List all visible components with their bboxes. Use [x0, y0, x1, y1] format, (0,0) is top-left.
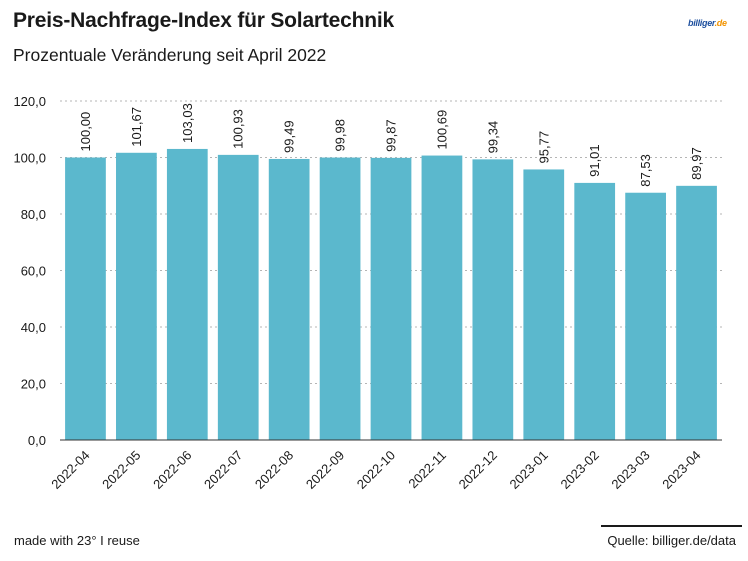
chart-title: Preis-Nachfrage-Index für Solartechnik — [13, 9, 395, 32]
bar — [217, 154, 259, 441]
bar — [166, 148, 208, 440]
data-label: 99,98 — [333, 119, 348, 152]
x-tick-label: 2022-05 — [99, 448, 143, 492]
x-tick-label: 2023-04 — [659, 448, 703, 492]
footer-divider — [601, 525, 742, 527]
data-label: 99,49 — [282, 120, 297, 153]
data-label: 99,34 — [485, 121, 500, 154]
data-label: 87,53 — [638, 154, 653, 187]
x-tick-label: 2022-10 — [354, 448, 398, 492]
y-tick-label: 60,0 — [21, 264, 46, 279]
bar — [574, 182, 616, 441]
logo-text: billiger — [688, 18, 715, 28]
data-label: 89,97 — [689, 147, 704, 180]
bar — [116, 152, 157, 440]
bar — [523, 169, 565, 440]
data-label: 99,87 — [384, 119, 399, 152]
bar — [472, 159, 514, 440]
data-label: 100,69 — [434, 110, 449, 150]
data-label: 103,03 — [180, 103, 195, 143]
bar — [268, 158, 310, 441]
data-label: 95,77 — [536, 131, 551, 164]
x-tick-label: 2022-11 — [405, 448, 449, 492]
data-label: 91,01 — [587, 144, 602, 177]
x-tick-label: 2022-06 — [150, 448, 194, 492]
x-tick-label: 2022-12 — [456, 448, 500, 492]
bar — [421, 155, 463, 440]
x-tick-label: 2022-08 — [252, 448, 296, 492]
x-tick-label: 2023-01 — [507, 448, 551, 492]
brand-logo: billiger.de — [688, 18, 727, 28]
bar — [319, 157, 361, 440]
bar — [65, 157, 106, 440]
data-label: 100,00 — [78, 112, 93, 152]
x-tick-label: 2022-09 — [303, 448, 347, 492]
bar — [625, 192, 666, 440]
y-tick-label: 120,0 — [13, 94, 46, 109]
y-tick-label: 100,0 — [13, 151, 46, 166]
x-tick-label: 2023-03 — [608, 448, 652, 492]
bar — [676, 185, 717, 440]
bar — [370, 157, 412, 440]
x-tick-label: 2022-04 — [48, 448, 92, 492]
x-tick-label: 2022-07 — [201, 448, 245, 492]
source-note: Quelle: billiger.de/data — [607, 533, 736, 548]
chart-subtitle: Prozentuale Veränderung seit April 2022 — [13, 45, 327, 65]
made-with-credit: made with 23° I reuse — [14, 533, 140, 548]
y-tick-label: 20,0 — [21, 377, 46, 392]
y-tick-label: 80,0 — [21, 207, 46, 222]
data-label: 101,67 — [129, 107, 144, 147]
y-tick-label: 40,0 — [21, 320, 46, 335]
logo-domain: .de — [714, 18, 727, 28]
x-tick-label: 2023-02 — [557, 448, 601, 492]
y-tick-label: 0,0 — [28, 433, 46, 448]
data-label: 100,93 — [231, 109, 246, 149]
